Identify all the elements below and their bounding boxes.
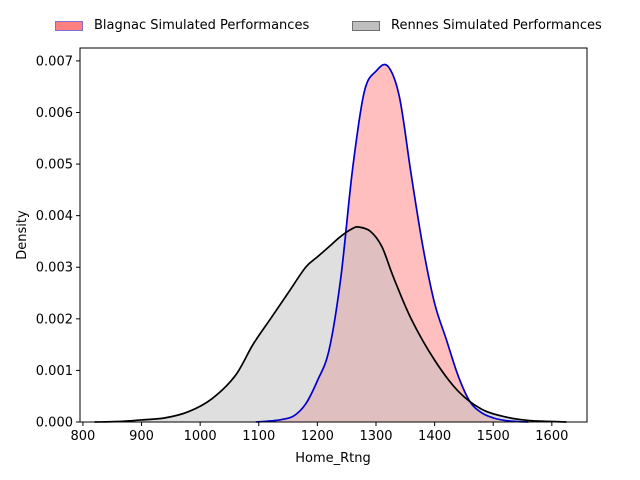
y-tick-label: 0.007 (36, 54, 73, 69)
density-line-rennes (94, 225, 567, 423)
y-axis-label: Density (15, 210, 30, 260)
y-tick-label: 0.006 (36, 106, 73, 121)
x-tick-label: 800 (71, 429, 96, 444)
x-tick-label: 1200 (301, 429, 334, 444)
density-area-blagnac (255, 64, 529, 422)
x-tick-label: 1300 (359, 429, 392, 444)
x-tick-label: 1100 (242, 429, 275, 444)
x-tick-label: 1000 (184, 429, 217, 444)
y-tick-label: 0.003 (36, 261, 73, 276)
legend-label-blagnac: Blagnac Simulated Performances (94, 18, 310, 33)
density-line-blagnac (255, 63, 529, 423)
legend-swatch-rennes (352, 20, 380, 31)
y-tick-label: 0.001 (36, 364, 73, 379)
plot-area (94, 63, 567, 423)
legend-swatch-blagnac (55, 20, 83, 31)
y-tick-label: 0.000 (36, 416, 73, 431)
plot-frame (79, 47, 588, 423)
y-tick-label: 0.002 (36, 312, 73, 327)
x-tick-label: 1500 (477, 429, 510, 444)
legend: Blagnac Simulated Performances Rennes Si… (0, 18, 640, 38)
y-tick-label: 0.005 (36, 158, 73, 173)
x-tick-label: 900 (129, 429, 154, 444)
legend-item-blagnac[interactable]: Blagnac Simulated Performances (55, 18, 309, 33)
legend-label-rennes: Rennes Simulated Performances (391, 18, 602, 33)
x-tick-label: 1400 (418, 429, 451, 444)
y-axis-ticks: 0.000 0.001 0.002 0.003 0.004 0.005 0.006 0.007 (36, 54, 80, 431)
x-axis-label: Home_Rtng (295, 451, 371, 466)
x-axis-ticks: 800 900 1000 1100 1200 1300 1400 1500 1600 (71, 422, 568, 444)
legend-item-rennes[interactable]: Rennes Simulated Performances (352, 18, 602, 33)
y-tick-label: 0.004 (36, 209, 73, 224)
x-tick-label: 1600 (535, 429, 568, 444)
density-area-rennes (94, 226, 567, 422)
